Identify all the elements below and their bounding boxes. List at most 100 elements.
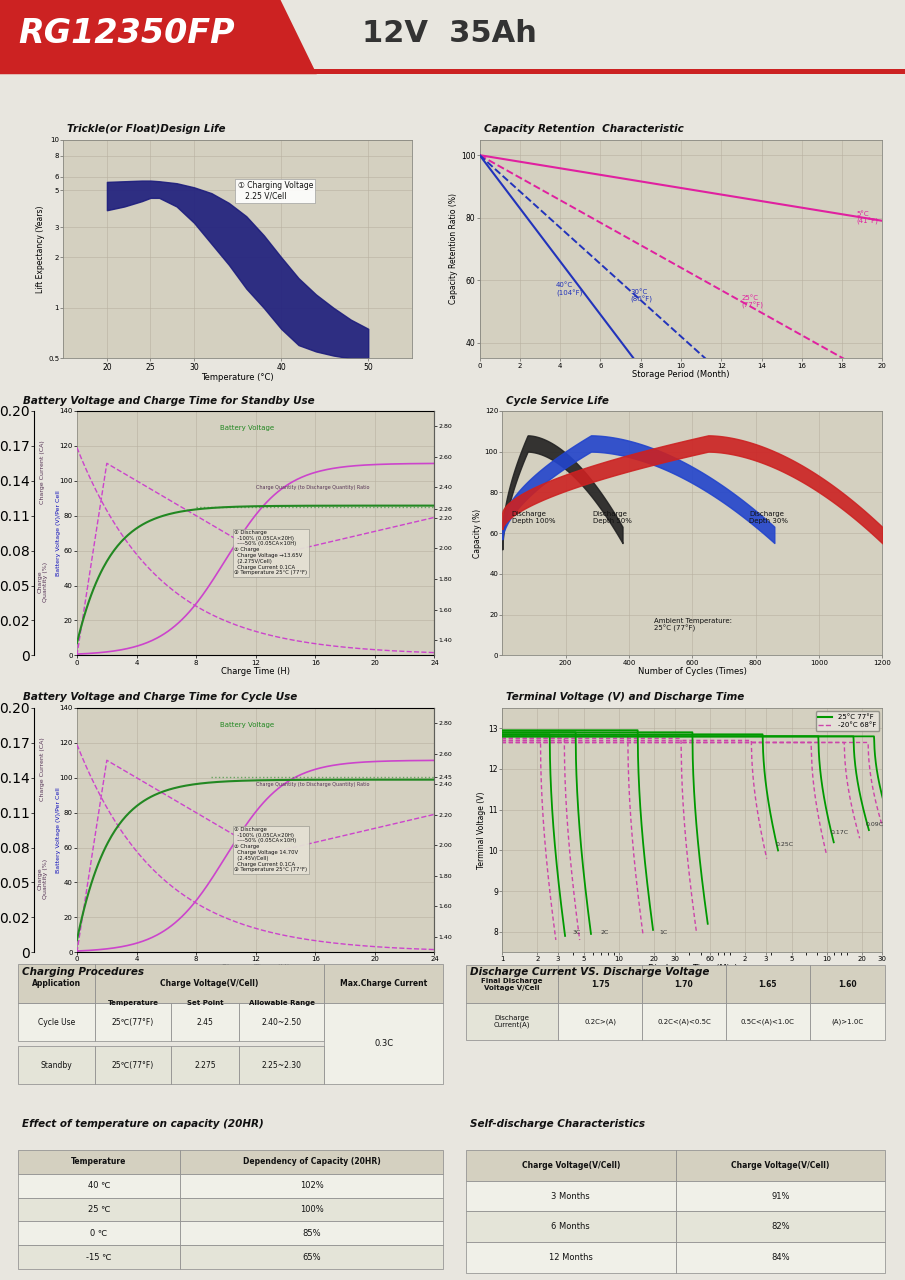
Text: 2.40~2.50: 2.40~2.50 bbox=[262, 1018, 302, 1027]
X-axis label: Temperature (°C): Temperature (°C) bbox=[201, 372, 274, 381]
Text: Effect of temperature on capacity (20HR): Effect of temperature on capacity (20HR) bbox=[23, 1119, 264, 1129]
Bar bbox=[810, 965, 885, 1002]
Bar bbox=[324, 964, 443, 1002]
Bar bbox=[18, 1149, 180, 1174]
Text: 0.3C: 0.3C bbox=[375, 1039, 394, 1048]
X-axis label: Discharge Time (Min): Discharge Time (Min) bbox=[647, 964, 738, 973]
Text: 25 ℃: 25 ℃ bbox=[88, 1204, 110, 1213]
Bar bbox=[180, 1221, 443, 1245]
Text: 0.09C: 0.09C bbox=[866, 822, 884, 827]
Bar bbox=[239, 1002, 324, 1042]
Bar bbox=[675, 1211, 885, 1242]
Text: 30°C
(86°F): 30°C (86°F) bbox=[631, 289, 653, 303]
Text: 0.25C: 0.25C bbox=[776, 842, 794, 847]
Text: 6 Months: 6 Months bbox=[551, 1222, 590, 1231]
Y-axis label: Capacity (%): Capacity (%) bbox=[472, 508, 481, 558]
Bar bbox=[95, 964, 324, 1002]
Text: Standby: Standby bbox=[41, 1061, 72, 1070]
Bar bbox=[675, 1242, 885, 1272]
Bar bbox=[558, 1002, 642, 1039]
Text: Charge Current (CA): Charge Current (CA) bbox=[40, 737, 45, 801]
Text: 40 ℃: 40 ℃ bbox=[88, 1181, 110, 1190]
Text: 40°C
(104°F): 40°C (104°F) bbox=[557, 283, 583, 297]
Text: Charging Procedures: Charging Procedures bbox=[23, 966, 145, 977]
Bar bbox=[239, 1046, 324, 1084]
X-axis label: Number of Cycles (Times): Number of Cycles (Times) bbox=[638, 667, 747, 676]
Text: Application: Application bbox=[32, 979, 81, 988]
Text: 1.60: 1.60 bbox=[838, 979, 857, 988]
Y-axis label: Capacity Retention Ratio (%): Capacity Retention Ratio (%) bbox=[449, 193, 458, 305]
Text: ① Discharge
  -100% (0.05CA×20H)
  ----50% (0.05CA×10H)
② Charge
  Charge Voltag: ① Discharge -100% (0.05CA×20H) ----50% (… bbox=[234, 827, 308, 873]
Text: 3C: 3C bbox=[573, 931, 581, 934]
Bar bbox=[18, 1174, 180, 1198]
Bar bbox=[180, 1174, 443, 1198]
Text: Discharge
Depth 100%: Discharge Depth 100% bbox=[512, 511, 556, 524]
Text: 100%: 100% bbox=[300, 1204, 323, 1213]
Text: Temperature: Temperature bbox=[71, 1157, 127, 1166]
Text: Discharge
Depth 50%: Discharge Depth 50% bbox=[593, 511, 632, 524]
Bar bbox=[18, 1221, 180, 1245]
Text: 82%: 82% bbox=[771, 1222, 790, 1231]
Text: Charge Voltage(V/Cell): Charge Voltage(V/Cell) bbox=[731, 1161, 830, 1170]
Text: Dependency of Capacity (20HR): Dependency of Capacity (20HR) bbox=[243, 1157, 380, 1166]
Text: Set Point: Set Point bbox=[187, 1000, 224, 1006]
Text: 84%: 84% bbox=[771, 1253, 790, 1262]
Text: 1.75: 1.75 bbox=[591, 979, 609, 988]
Bar bbox=[18, 1046, 95, 1084]
Text: 65%: 65% bbox=[302, 1253, 321, 1262]
Text: ←── Hr ──→: ←── Hr ──→ bbox=[756, 979, 796, 986]
Text: Max.Charge Current: Max.Charge Current bbox=[340, 979, 427, 988]
Text: Charge
Quantity (%): Charge Quantity (%) bbox=[37, 859, 48, 899]
Text: 1.70: 1.70 bbox=[674, 979, 693, 988]
Bar bbox=[18, 964, 95, 1002]
Text: Terminal Voltage (V) and Discharge Time: Terminal Voltage (V) and Discharge Time bbox=[506, 692, 744, 703]
Text: Ambient Temperature:
25°C (77°F): Ambient Temperature: 25°C (77°F) bbox=[654, 618, 732, 632]
Bar bbox=[180, 1198, 443, 1221]
Bar bbox=[324, 1002, 443, 1084]
Bar bbox=[726, 1002, 810, 1039]
Bar bbox=[466, 1242, 675, 1272]
Text: 25℃(77°F): 25℃(77°F) bbox=[112, 1018, 154, 1027]
Text: ① Discharge
  -100% (0.05CA×20H)
  ----50% (0.05CA×10H)
② Charge
  Charge Voltag: ① Discharge -100% (0.05CA×20H) ----50% (… bbox=[234, 530, 308, 576]
Bar bbox=[466, 1002, 558, 1039]
Text: 0.2C<(A)<0.5C: 0.2C<(A)<0.5C bbox=[657, 1018, 710, 1024]
Text: 12V  35Ah: 12V 35Ah bbox=[362, 19, 537, 47]
Text: 91%: 91% bbox=[771, 1192, 789, 1201]
Bar bbox=[726, 965, 810, 1002]
Text: 2.25~2.30: 2.25~2.30 bbox=[262, 1061, 301, 1070]
Text: Charge Quantity (to Discharge Quantity) Ratio: Charge Quantity (to Discharge Quantity) … bbox=[256, 782, 369, 787]
Text: 5°C
(41°F): 5°C (41°F) bbox=[856, 210, 878, 225]
X-axis label: Storage Period (Month): Storage Period (Month) bbox=[633, 370, 729, 379]
Text: 1.65: 1.65 bbox=[758, 979, 777, 988]
Polygon shape bbox=[0, 69, 905, 74]
Bar bbox=[810, 1002, 885, 1039]
Text: Discharge
Depth 30%: Discharge Depth 30% bbox=[749, 511, 788, 524]
Polygon shape bbox=[0, 0, 317, 74]
Text: 2.45: 2.45 bbox=[196, 1018, 214, 1027]
Text: Discharge
Current(A): Discharge Current(A) bbox=[494, 1015, 530, 1028]
Bar bbox=[466, 965, 558, 1002]
Bar bbox=[642, 965, 726, 1002]
Text: (A)>1.0C: (A)>1.0C bbox=[832, 1018, 863, 1024]
X-axis label: Charge Time (H): Charge Time (H) bbox=[221, 667, 291, 676]
Text: 0 ℃: 0 ℃ bbox=[90, 1229, 108, 1238]
Bar bbox=[558, 965, 642, 1002]
Text: 12 Months: 12 Months bbox=[549, 1253, 593, 1262]
Text: 25°C
(77°F): 25°C (77°F) bbox=[741, 294, 764, 310]
Bar bbox=[18, 1002, 95, 1042]
Y-axis label: Lift Expectancy (Years): Lift Expectancy (Years) bbox=[36, 205, 45, 293]
Text: Discharge Current VS. Discharge Voltage: Discharge Current VS. Discharge Voltage bbox=[471, 966, 710, 977]
Text: Battery Voltage: Battery Voltage bbox=[220, 722, 274, 728]
Text: Battery Voltage and Charge Time for Cycle Use: Battery Voltage and Charge Time for Cycl… bbox=[23, 692, 297, 703]
Text: Charge Voltage(V/Cell): Charge Voltage(V/Cell) bbox=[160, 979, 259, 988]
Text: Final Discharge
Voltage V/Cell: Final Discharge Voltage V/Cell bbox=[481, 978, 543, 991]
Text: ←──── Min ────→: ←──── Min ────→ bbox=[555, 979, 617, 986]
Y-axis label: Terminal Voltage (V): Terminal Voltage (V) bbox=[477, 791, 486, 869]
Text: Charge Current (CA): Charge Current (CA) bbox=[40, 440, 45, 504]
Bar bbox=[642, 1002, 726, 1039]
Bar bbox=[675, 1180, 885, 1211]
Bar bbox=[466, 1211, 675, 1242]
Text: RG12350FP: RG12350FP bbox=[18, 17, 234, 50]
Text: 0.17C: 0.17C bbox=[831, 831, 849, 835]
Text: 0.2C>(A): 0.2C>(A) bbox=[584, 1018, 616, 1024]
